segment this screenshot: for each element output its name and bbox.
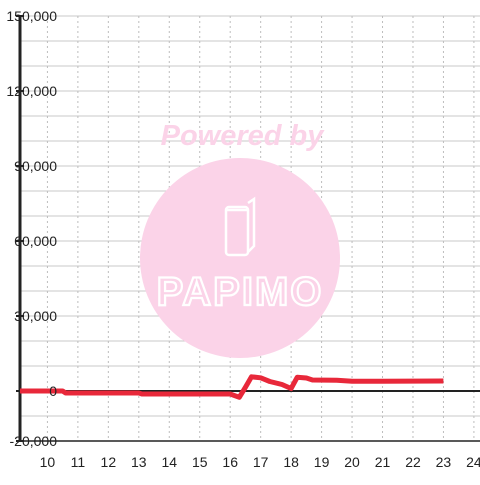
y-tick-label: 0 — [49, 383, 57, 399]
x-tick-label: 22 — [405, 454, 421, 470]
x-tick-label: 21 — [375, 454, 391, 470]
papimo-logo-circle — [140, 158, 340, 358]
x-tick-label: 11 — [71, 454, 86, 470]
x-tick-label: 17 — [253, 454, 269, 470]
grid — [20, 15, 480, 442]
phone-icon — [224, 196, 256, 257]
x-tick-label: 20 — [344, 454, 360, 470]
tick-labels: -20,000 0 30,000 60,000 90,000 120,000 150,000… — [6, 8, 480, 470]
y-tick-label: 30,000 — [14, 308, 57, 324]
y-tick-label: 90,000 — [14, 158, 57, 174]
x-tick-label: 15 — [192, 454, 208, 470]
x-tick-label: 18 — [283, 454, 299, 470]
series — [20, 374, 444, 400]
y-tick-label: 150,000 — [6, 8, 57, 24]
y-tick-label: -20,000 — [10, 433, 58, 449]
x-tick-label: 13 — [131, 454, 147, 470]
x-tick-label: 12 — [101, 454, 117, 470]
x-tick-label: 19 — [314, 454, 330, 470]
y-tick-label: 120,000 — [6, 83, 57, 99]
watermark-text: Powered by — [161, 120, 326, 152]
x-tick-label: 10 — [40, 454, 56, 470]
series-line — [20, 374, 444, 400]
watermark: Powered by PAPIMO — [140, 120, 340, 358]
x-tick-label: 14 — [161, 454, 177, 470]
x-tick-label: 24 — [466, 454, 480, 470]
x-tick-label: 23 — [436, 454, 452, 470]
x-tick-label: 16 — [222, 454, 238, 470]
y-tick-label: 60,000 — [14, 233, 57, 249]
papimo-logo-text: PAPIMO — [157, 270, 324, 314]
